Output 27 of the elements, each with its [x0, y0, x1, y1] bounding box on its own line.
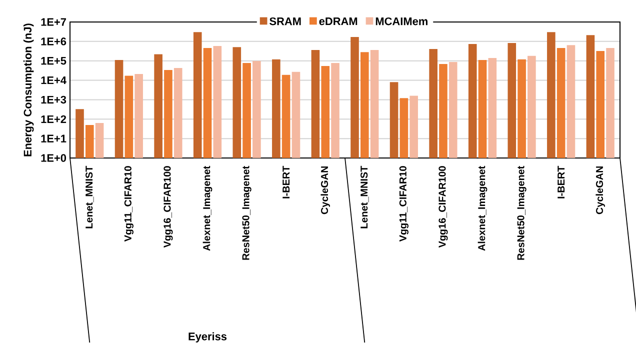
x-tick-label: ResNet50_Imagenet [242, 166, 252, 260]
x-tick-label: I-BERT [282, 166, 290, 198]
x-tick-label: CycleGAN [320, 166, 330, 214]
x-tick-label: Vgg16_CIFAR100 [164, 166, 173, 248]
y-tick-label: 1E+6 [41, 38, 66, 46]
x-tick-label: Alexnet_Imagenet [202, 166, 212, 251]
y-tick-label: 1E+7 [41, 18, 66, 26]
y-axis-title: Energy Consumption (nJ) [23, 24, 34, 156]
x-tick-label: CycleGAN [596, 166, 605, 214]
x-tick-label: Lenet_MNIST [360, 166, 369, 228]
y-tick-label: 1E+4 [41, 76, 66, 84]
y-tick-label: 1E+2 [41, 115, 66, 123]
y-tick-label: 1E+1 [41, 134, 66, 142]
x-tick-label: Lenet_MNIST [86, 166, 94, 228]
text: Eyeriss [188, 332, 227, 342]
y-tick-label: 1E+0 [41, 154, 66, 162]
y-tick-label: 1E+5 [41, 57, 66, 65]
x-tick-label: Vgg11_CIFAR10 [124, 166, 134, 242]
x-tick-label: ResNet50_Imagenet [517, 166, 526, 260]
legend-label: eDRAM [319, 17, 358, 26]
y-tick-label: 1E+3 [41, 96, 66, 104]
x-tick-label: Vgg11_CIFAR10 [399, 166, 408, 242]
legend-label: SRAM [270, 17, 301, 26]
x-tick-label: Vgg16_CIFAR100 [438, 166, 448, 248]
legend-label: MCAIMem [376, 17, 428, 26]
x-tick-label: Alexnet_Imagenet [478, 166, 488, 251]
x-tick-label: I-BERT [558, 166, 565, 198]
